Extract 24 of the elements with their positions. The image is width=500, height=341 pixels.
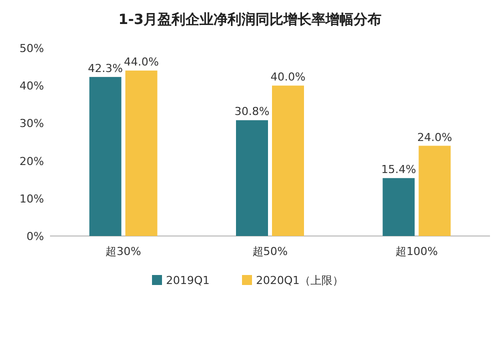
x-tick-label: 超100% [395, 245, 438, 258]
data-label: 15.4% [381, 163, 416, 176]
data-label: 30.8% [234, 105, 270, 118]
bar [125, 70, 158, 236]
bar [382, 178, 415, 236]
bar [89, 76, 122, 236]
x-tick-label: 超30% [106, 245, 142, 258]
legend-label: 2019Q1 [166, 274, 210, 287]
y-tick-label: 20% [20, 154, 44, 168]
y-tick-label: 10% [20, 192, 44, 206]
data-label: 40.0% [270, 70, 306, 84]
y-tick-label: 0% [26, 230, 44, 243]
y-tick-label: 30% [20, 117, 44, 130]
data-label: 42.3% [88, 62, 123, 75]
bar [272, 86, 304, 236]
y-tick-label: 40% [20, 80, 44, 93]
x-tick-label: 超50% [252, 245, 288, 258]
y-tick-label: 50% [20, 42, 44, 55]
chart-title: 1-3月盈利企业净利润同比增长率增幅分布 [118, 11, 382, 28]
data-label: 44.0% [124, 56, 159, 69]
bar [236, 120, 268, 236]
bar [418, 146, 451, 236]
legend-label: 2020Q1（上限） [256, 274, 344, 287]
data-label: 24.0% [417, 130, 452, 144]
